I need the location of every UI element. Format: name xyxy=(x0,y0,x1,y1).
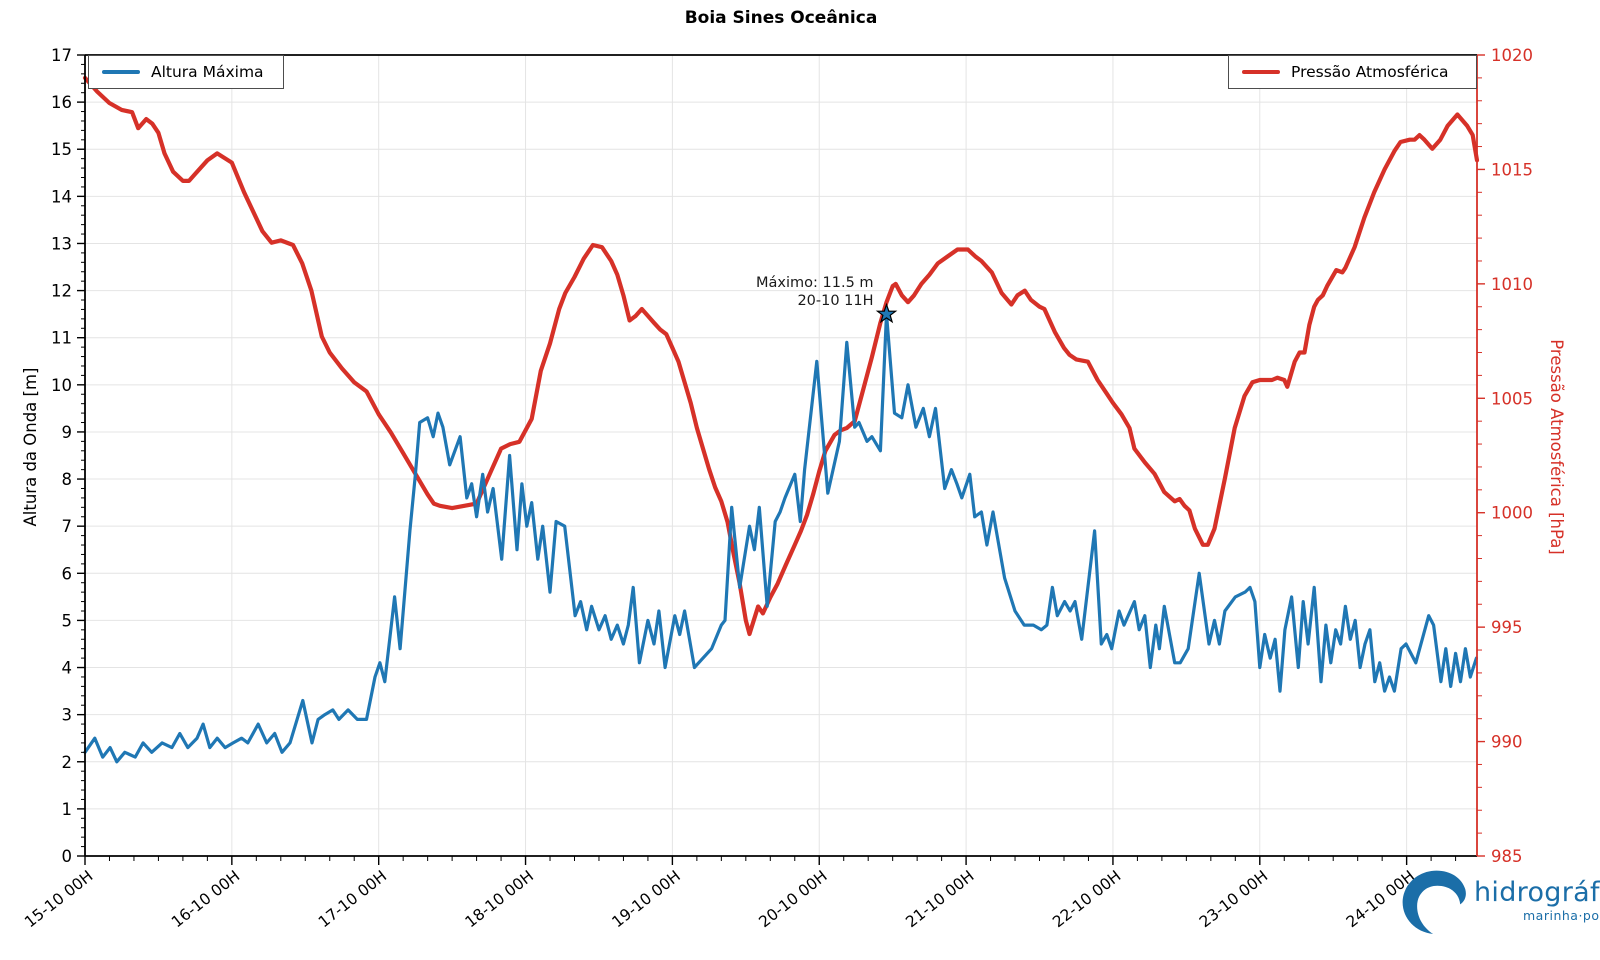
right-tick-label: 995 xyxy=(1491,618,1523,637)
x-tick-label: 17-10 00H xyxy=(315,867,390,931)
left-tick-label: 13 xyxy=(51,234,72,253)
hidrografico-logo: hidrográfico marinha·portugal xyxy=(1396,864,1600,938)
left-tick-label: 17 xyxy=(51,46,72,65)
left-tick-label: 15 xyxy=(51,140,72,159)
right-tick-label: 985 xyxy=(1491,847,1523,866)
left-tick-label: 10 xyxy=(51,376,72,395)
right-tick-label: 1020 xyxy=(1491,46,1533,65)
left-tick-label: 16 xyxy=(51,93,72,112)
y-axis-label-left: Altura da Onda [m] xyxy=(21,367,40,527)
left-tick-label: 1 xyxy=(62,800,73,819)
legend-label-wave: Altura Máxima xyxy=(151,63,264,81)
wave-swoosh-icon xyxy=(1402,870,1466,934)
wave-height-line xyxy=(83,312,1479,764)
x-tick-label: 18-10 00H xyxy=(462,867,537,931)
x-tick-label: 15-10 00H xyxy=(21,867,96,931)
left-tick-label: 5 xyxy=(62,611,73,630)
max-star-marker xyxy=(875,302,898,324)
left-tick-label: 7 xyxy=(62,517,73,536)
annotation-max-line1: Máximo: 11.5 m xyxy=(756,275,874,291)
pressure-line xyxy=(82,75,1480,637)
left-tick-label: 14 xyxy=(51,187,72,206)
legend-wave-height: Altura Máxima xyxy=(88,55,284,89)
left-tick-label: 4 xyxy=(62,659,73,678)
right-tick-label: 1005 xyxy=(1491,389,1533,408)
right-tick-label: 1000 xyxy=(1491,504,1533,523)
x-tick-label: 19-10 00H xyxy=(609,867,684,931)
left-tick-label: 6 xyxy=(62,564,73,583)
x-tick-label: 20-10 00H xyxy=(756,867,831,931)
page-title: Boia Sines Oceânica xyxy=(684,8,878,28)
x-tick-label: 23-10 00H xyxy=(1196,867,1271,931)
left-tick-label: 3 xyxy=(62,706,73,725)
right-tick-label: 1015 xyxy=(1491,160,1533,179)
x-tick-label: 16-10 00H xyxy=(168,867,243,931)
right-tick-label: 990 xyxy=(1491,733,1523,752)
x-tick-label: 22-10 00H xyxy=(1049,867,1124,931)
left-tick-label: 9 xyxy=(62,423,73,442)
logo-subtext: marinha·portugal xyxy=(1523,908,1600,923)
annotation-max-line2: 20-10 11H xyxy=(797,293,873,309)
legend-line-sample-red xyxy=(1242,70,1280,74)
left-tick-label: 12 xyxy=(51,282,72,301)
legend-label-pressure: Pressão Atmosférica xyxy=(1291,63,1449,81)
y-axis-label-right: Pressão Atmosférica [hPa] xyxy=(1547,339,1566,555)
left-tick-label: 8 xyxy=(62,470,73,489)
logo-text: hidrográfico xyxy=(1474,877,1600,908)
legend-line-sample-blue xyxy=(102,70,140,74)
x-tick-label: 21-10 00H xyxy=(902,867,977,931)
left-tick-label: 2 xyxy=(62,753,73,772)
right-tick-label: 1010 xyxy=(1491,275,1533,294)
left-tick-label: 11 xyxy=(51,329,72,348)
left-tick-label: 0 xyxy=(62,847,73,866)
legend-pressure: Pressão Atmosférica xyxy=(1228,55,1477,89)
